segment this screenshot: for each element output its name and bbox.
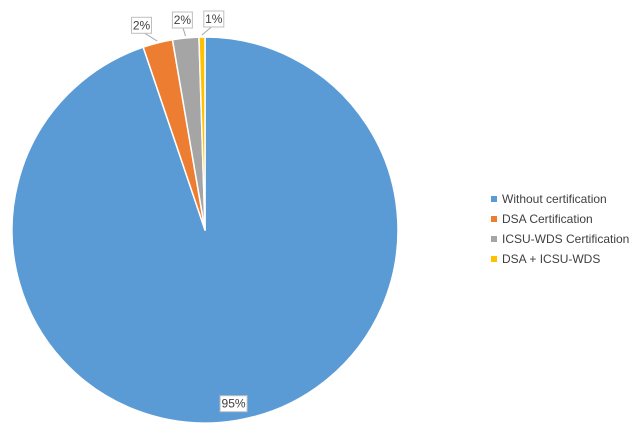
legend-item-without-certification: Without certification [491,192,607,206]
data-label-icsu-wds-certification-box [171,11,193,29]
legend-label: DSA + ICSU-WDS [502,252,600,266]
legend-swatch [491,256,497,262]
legend-label: Without certification [502,192,607,206]
legend-label: DSA Certification [502,212,593,226]
legend-swatch [491,216,497,222]
legend-swatch [491,196,497,202]
data-label-without-certification-text: 95% [222,397,246,411]
data-label-dsa-certification: 2% [131,16,152,34]
legend-swatch [491,236,497,242]
legend: Without certification DSA Certification IC… [491,192,629,266]
pie-slices [11,36,399,424]
data-label-dsa-icsu-wds-box [203,10,225,28]
legend-item-dsa-icsu-wds: DSA + ICSU-WDS [491,252,600,266]
data-label-without-certification: 95% [219,395,248,413]
data-label-dsa-icsu-wds: 1% [203,10,225,28]
data-label-dsa-certification-text: 2% [133,18,151,32]
data-label-icsu-wds-certification-text: 2% [174,13,192,27]
data-label-without-certification-box [219,395,248,413]
legend-item-icsu-wds-certification: ICSU-WDS Certification [491,232,629,246]
legend-label: ICSU-WDS Certification [502,232,629,246]
legend-item-dsa-certification: DSA Certification [491,212,593,226]
data-label-dsa-icsu-wds-text: 1% [205,12,223,26]
data-label-icsu-wds-certification: 2% [171,11,193,29]
pie-slice-dsa-icsu-wds [198,36,206,231]
data-label-dsa-certification-box [131,16,152,34]
data-labels: 95% 2% 2% 1% [131,10,248,413]
